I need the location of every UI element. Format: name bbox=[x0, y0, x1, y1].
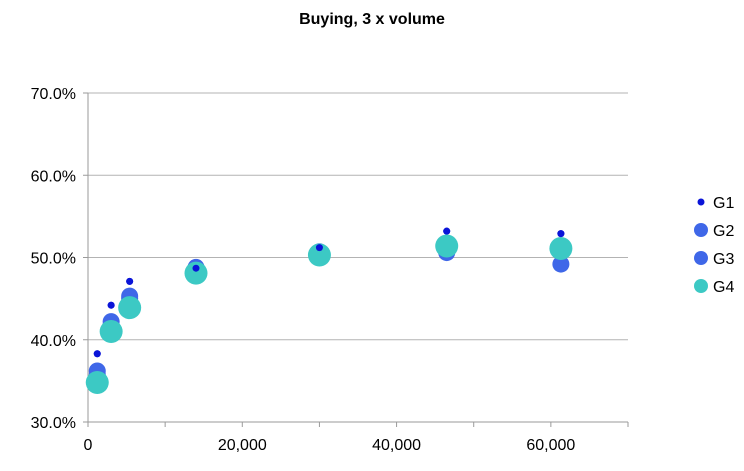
data-points bbox=[85, 227, 573, 395]
data-point-g1-top bbox=[192, 264, 200, 272]
axes: 30.0% 40.0% 50.0% 60.0% 70.0% 0 20,000 40,000 60… bbox=[31, 86, 629, 454]
legend-marker-g3 bbox=[694, 251, 708, 265]
legend-label: G3 bbox=[713, 251, 734, 268]
legend-label: G2 bbox=[713, 223, 734, 240]
x-tick-label: 0 bbox=[84, 437, 93, 454]
data-point-g4 bbox=[85, 371, 109, 395]
x-tick-label: 60,000 bbox=[526, 437, 575, 454]
data-point-g4 bbox=[435, 234, 459, 258]
legend-label: G1 bbox=[713, 195, 734, 212]
data-point-g4 bbox=[184, 261, 208, 285]
legend: G1 G2 G3 G4 bbox=[694, 195, 734, 296]
legend-label: G4 bbox=[713, 279, 734, 296]
y-tick-label: 60.0% bbox=[31, 168, 76, 185]
data-point-g1-top bbox=[443, 227, 451, 235]
legend-marker-g1 bbox=[697, 198, 705, 206]
data-point-g1-top bbox=[315, 244, 323, 252]
x-tick-label: 40,000 bbox=[372, 437, 421, 454]
gridlines bbox=[88, 92, 628, 341]
data-point-g4 bbox=[549, 236, 573, 260]
data-point-g1-top bbox=[557, 230, 565, 238]
data-point-g4 bbox=[118, 296, 142, 320]
y-tick-label: 70.0% bbox=[31, 86, 76, 103]
y-tick-label: 40.0% bbox=[31, 333, 76, 350]
legend-marker-g2 bbox=[694, 223, 708, 237]
data-point-g1-top bbox=[107, 301, 115, 309]
data-point-g1-top bbox=[93, 350, 101, 358]
chart-title: Buying, 3 x volume bbox=[299, 11, 445, 28]
data-point-g1-top bbox=[126, 277, 134, 285]
x-tick-label: 20,000 bbox=[218, 437, 267, 454]
y-tick-label: 50.0% bbox=[31, 251, 76, 268]
y-tick-label: 30.0% bbox=[31, 415, 76, 432]
data-point-g2 bbox=[552, 255, 570, 273]
legend-marker-g4 bbox=[694, 279, 708, 293]
data-point-g4 bbox=[99, 320, 123, 344]
data-point-g4 bbox=[307, 243, 331, 267]
